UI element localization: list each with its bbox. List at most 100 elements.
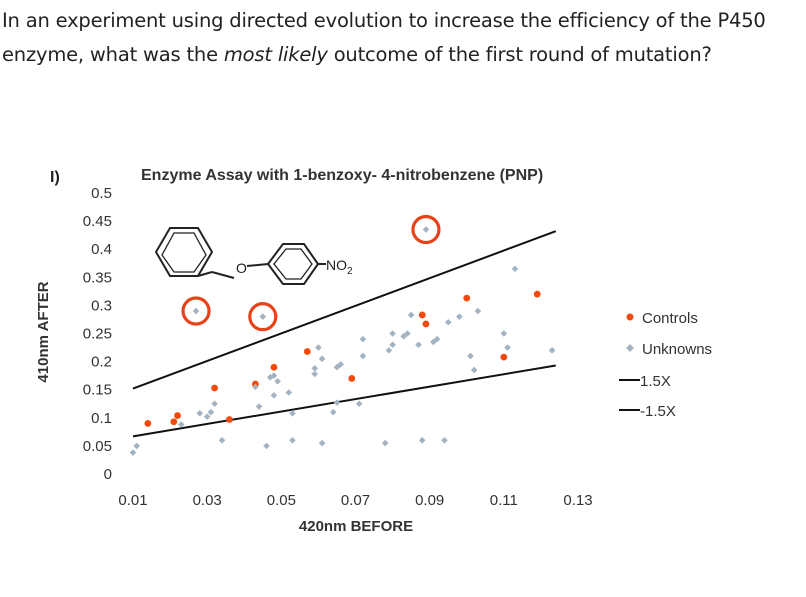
chart-title: Enzyme Assay with 1-benzoxy- 4-nitrobenz… xyxy=(141,167,543,184)
unknown-point xyxy=(203,413,211,420)
highlight-circle xyxy=(248,302,278,332)
unknown-point xyxy=(422,226,430,233)
legend-line-1.5x-label: 1.5X xyxy=(640,373,671,390)
control-point xyxy=(463,294,471,302)
unknown-point xyxy=(318,439,326,447)
unknown-point xyxy=(311,365,319,372)
unknown-point xyxy=(129,449,137,456)
unknown-point xyxy=(407,311,415,319)
unknown-point xyxy=(218,436,226,444)
control-point xyxy=(144,420,152,427)
legend: Controls Unknowns 1.5X -1.5X xyxy=(619,310,712,420)
unknown-point xyxy=(404,330,411,337)
x-tick-label: 0.09 xyxy=(415,492,444,509)
benzene-ring-right xyxy=(266,243,320,285)
unknown-point xyxy=(289,410,296,417)
bond-ring-ch2 xyxy=(197,271,213,277)
y-tick-label: 0.1 xyxy=(91,410,112,427)
chemical-structure xyxy=(154,227,326,285)
control-point xyxy=(348,375,356,382)
unknown-point xyxy=(444,318,452,326)
control-point xyxy=(303,348,311,355)
data-points xyxy=(129,226,556,456)
y-tick-label: 0.45 xyxy=(83,213,112,230)
y-axis-title: 410nm AFTER xyxy=(35,281,52,382)
x-tick-label: 0.01 xyxy=(118,492,147,509)
x-tick-label: 0.13 xyxy=(563,492,592,509)
panel-label: I) xyxy=(50,169,60,186)
nitro-label: NO2 xyxy=(326,257,353,277)
legend-unknowns-marker xyxy=(626,344,634,352)
unknown-point xyxy=(467,352,474,360)
control-point xyxy=(500,353,508,361)
nitro-label-subscript: 2 xyxy=(347,266,353,277)
unknown-point xyxy=(285,389,293,396)
unknown-point xyxy=(415,341,422,349)
unknown-point xyxy=(470,366,478,374)
unknown-point xyxy=(259,313,267,320)
unknown-point xyxy=(500,330,508,337)
unknown-point xyxy=(504,344,511,351)
unknown-point xyxy=(318,355,326,363)
unknown-point xyxy=(192,307,200,315)
x-axis-title: 420nm BEFORE xyxy=(299,518,413,535)
legend-unknowns-label: Unknowns xyxy=(642,341,712,358)
oxygen-label: O xyxy=(236,260,247,276)
unknown-point xyxy=(270,392,278,399)
x-tick-label: 0.03 xyxy=(193,492,222,509)
x-tick-labels: 0.01 0.03 0.05 0.07 0.09 0.11 0.13 xyxy=(118,492,592,509)
legend-controls-label: Controls xyxy=(642,310,698,327)
bond-oxygen-ring xyxy=(246,263,269,267)
bond-ch2-oxygen xyxy=(211,271,235,279)
unknown-point xyxy=(337,361,344,368)
y-tick-label: 0.2 xyxy=(91,354,112,371)
control-point xyxy=(211,384,218,392)
control-point xyxy=(533,290,541,298)
highlight-circles xyxy=(181,214,441,332)
unknown-point xyxy=(474,307,482,315)
unknown-point xyxy=(359,335,367,343)
unknown-point xyxy=(389,330,396,337)
y-tick-labels: 0 0.05 0.1 0.15 0.2 0.25 0.3 0.35 0.4 0.45 0.5 xyxy=(83,185,112,483)
y-tick-label: 0.4 xyxy=(91,241,112,258)
unknown-point xyxy=(211,400,218,408)
y-tick-label: 0.3 xyxy=(91,297,112,314)
unknown-point xyxy=(418,436,426,444)
benzene-ring-left xyxy=(154,227,214,277)
control-point xyxy=(170,418,178,426)
trend-lines xyxy=(132,230,557,438)
question-text: In an experiment using directed evolutio… xyxy=(2,4,802,72)
unknown-point xyxy=(329,408,337,416)
unknown-point xyxy=(333,399,341,406)
unknown-point xyxy=(359,352,367,360)
unknown-point xyxy=(456,313,463,320)
x-tick-label: 0.11 xyxy=(490,492,518,509)
benzene-ring-left-inner xyxy=(161,232,207,273)
highlight-circle xyxy=(411,214,441,245)
question-emphasis: most likely xyxy=(223,43,328,66)
unknown-point xyxy=(196,410,204,417)
x-tick-label: 0.07 xyxy=(341,492,370,509)
y-tick-label: 0.5 xyxy=(91,185,112,202)
legend-line-neg-1.5x-label: -1.5X xyxy=(640,403,676,420)
unknown-point xyxy=(274,377,281,385)
unknown-point xyxy=(207,408,215,416)
unknown-point xyxy=(311,370,319,378)
unknown-point xyxy=(255,403,263,410)
unknown-point xyxy=(511,265,519,273)
y-tick-label: 0.05 xyxy=(83,438,112,455)
question-part-1: In an experiment using directed evolutio… xyxy=(2,9,766,66)
highlight-circle xyxy=(181,296,211,326)
unknown-point xyxy=(177,421,185,428)
y-tick-label: 0.25 xyxy=(83,326,112,343)
unknown-point xyxy=(389,341,396,349)
unknown-point xyxy=(270,372,278,379)
x-tick-label: 0.05 xyxy=(267,492,296,509)
unknown-point xyxy=(441,436,448,444)
benzene-ring-right-inner xyxy=(273,248,313,280)
control-point xyxy=(270,363,278,371)
control-point xyxy=(226,416,233,423)
trend-line-upper-1.5x xyxy=(132,230,557,390)
unknown-point xyxy=(289,436,296,444)
